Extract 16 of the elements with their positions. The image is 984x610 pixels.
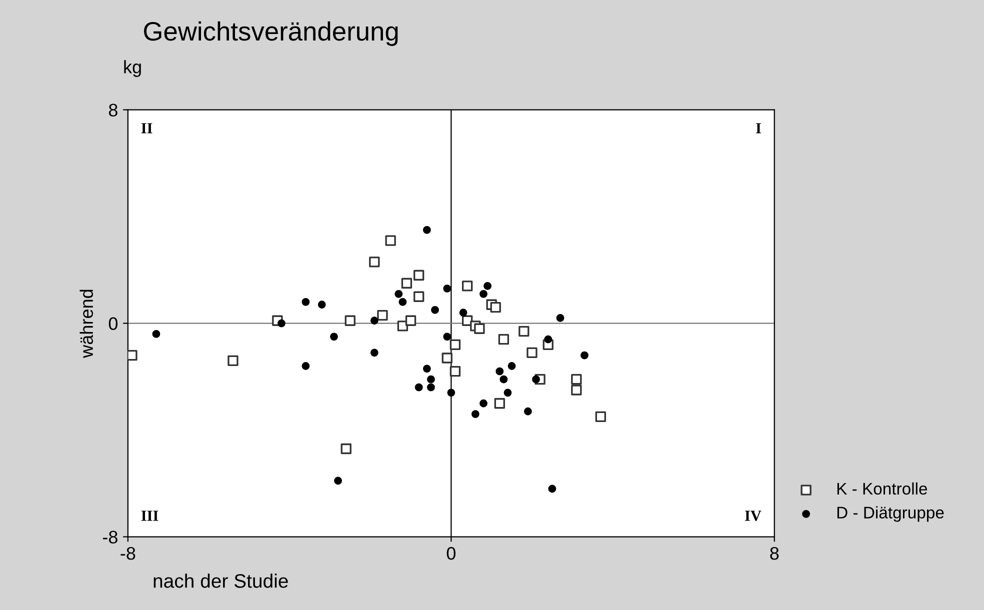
y-tick-label: -8: [102, 530, 118, 544]
x-tick-label: 0: [446, 547, 456, 560]
legend-label: D - Diätgruppe: [837, 506, 944, 522]
y-axis-title: während: [80, 290, 94, 358]
y-tick-label: 8: [108, 104, 118, 117]
chart-title: Gewichtsveränderung: [144, 21, 398, 46]
annotation: IV: [745, 510, 762, 521]
annotation: II: [141, 123, 152, 134]
text: kg: [124, 60, 141, 77]
annotation: I: [756, 123, 761, 134]
x-axis-title: nach der Studie: [154, 574, 288, 588]
annotation: III: [141, 510, 158, 521]
y-tick-label: 0: [108, 317, 118, 330]
x-tick-label: 8: [770, 547, 779, 560]
legend-label: K - Kontrolle: [837, 482, 928, 495]
x-tick-label: -8: [120, 547, 136, 560]
